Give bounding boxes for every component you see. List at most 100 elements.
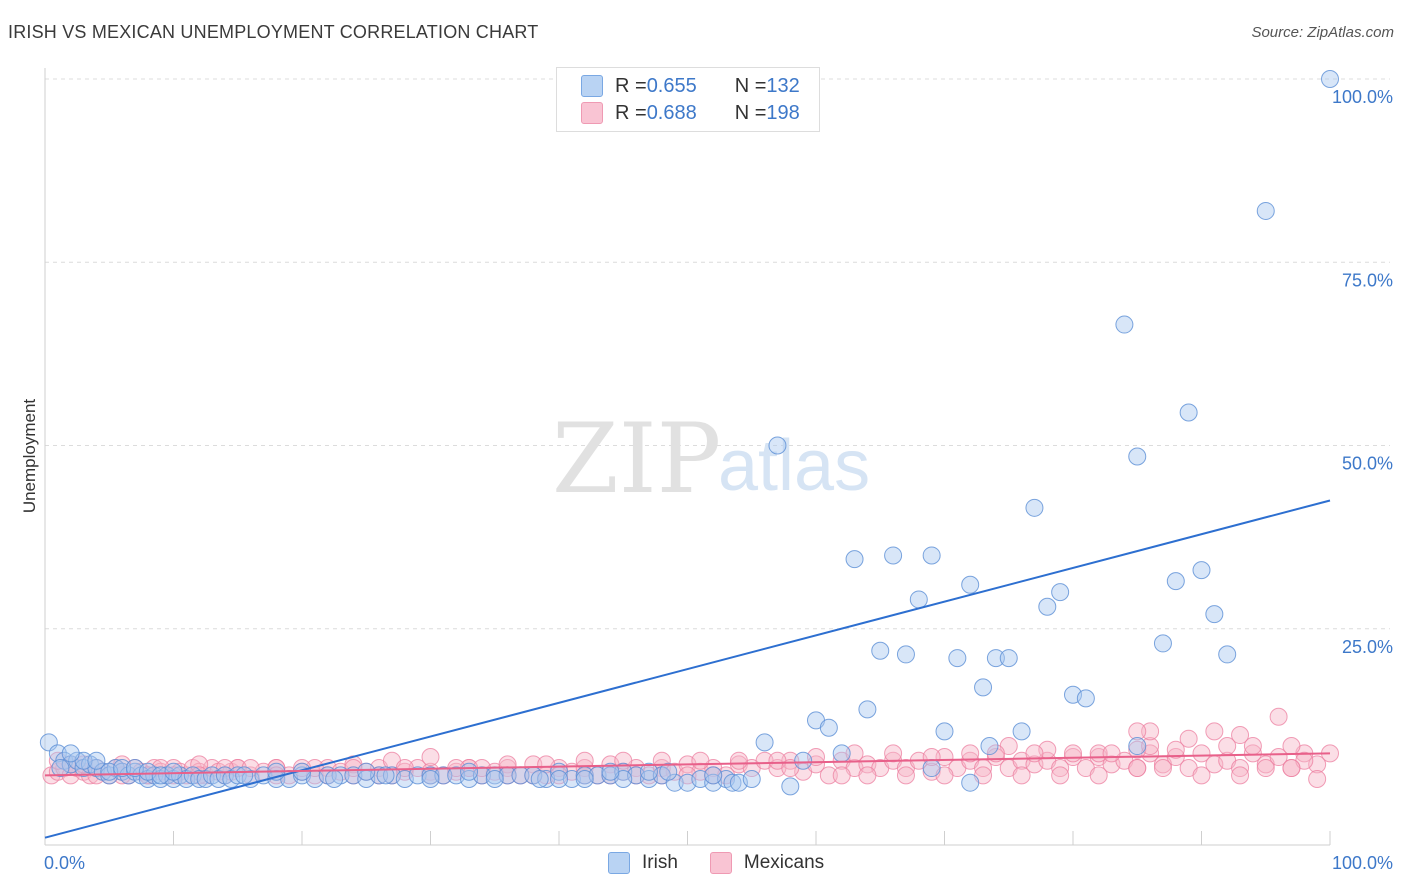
y-tick-label: 75.0% — [1342, 270, 1393, 290]
irish-point — [325, 770, 344, 789]
mexicans-point — [1192, 766, 1211, 785]
mexicans-point — [1153, 759, 1172, 778]
mexicans-point — [1128, 759, 1147, 778]
legend-n-value: 198 — [766, 101, 800, 124]
irish-point — [896, 645, 915, 664]
irish-point — [357, 762, 376, 781]
legend-r-value: 0.688 — [646, 101, 697, 124]
mexicans-point — [1102, 744, 1121, 763]
mexicans-point — [1192, 744, 1211, 763]
mexicans-point — [819, 766, 838, 785]
irish-point — [1025, 498, 1044, 517]
irish-trend-line — [44, 499, 1331, 839]
bottom-legend-mexicans: Mexicans — [709, 852, 824, 874]
irish-point — [639, 762, 658, 781]
irish-point — [832, 744, 851, 763]
irish-point — [659, 762, 678, 781]
mexicans-point — [1141, 737, 1160, 756]
irish-point — [665, 773, 684, 792]
mexicans-swatch — [581, 102, 603, 124]
mexicans-point — [729, 751, 748, 770]
irish-point — [961, 773, 980, 792]
irish-point — [61, 744, 80, 763]
y-tick-label: 50.0% — [1342, 454, 1393, 474]
irish-point — [999, 649, 1018, 668]
irish-point — [530, 770, 549, 789]
irish-point — [550, 770, 568, 789]
mexicans-point — [986, 744, 1005, 763]
irish-point — [235, 766, 254, 785]
irish-point — [948, 649, 967, 668]
bottom-legend-irish: Irish — [608, 852, 678, 874]
irish-point — [935, 722, 954, 741]
irish-swatch — [581, 75, 603, 97]
irish-point — [164, 762, 183, 781]
mexicans-point — [1128, 722, 1147, 741]
irish-point — [1179, 403, 1198, 422]
watermark-zip: ZIP — [552, 403, 721, 515]
irish-point — [1166, 572, 1185, 591]
mexicans-point — [1051, 766, 1070, 785]
irish-point — [1256, 201, 1275, 220]
legend-r-label: R = — [615, 74, 647, 97]
tick-labels: 25.0% 50.0% 75.0% 100.0% 0.0% 100.0% — [44, 87, 1393, 873]
irish-point — [755, 733, 774, 752]
irish-point — [974, 678, 993, 697]
mexicans-point — [1231, 759, 1250, 778]
irish-point — [485, 770, 504, 789]
mexicans-point — [691, 751, 710, 770]
irish-point — [1115, 315, 1134, 334]
bottom-legend: Irish Mexicans — [608, 852, 856, 874]
irish-point — [794, 751, 813, 770]
trend-lines — [44, 499, 1331, 839]
mexicans-point — [1308, 770, 1327, 789]
irish-point — [48, 744, 67, 763]
mexicans-point — [575, 751, 594, 770]
irish-point — [1012, 722, 1031, 741]
irish-point — [376, 766, 395, 785]
mexicans-point — [896, 766, 915, 785]
irish-point — [1128, 737, 1147, 756]
irish-point — [1038, 597, 1057, 616]
irish-point — [704, 766, 723, 785]
mexicans-point — [498, 755, 517, 774]
irish-point — [1205, 605, 1224, 624]
irish-point — [1128, 447, 1147, 466]
irish-point — [1192, 561, 1211, 580]
irish-point — [51, 759, 70, 778]
irish-point — [460, 762, 479, 781]
irish-point — [909, 590, 928, 609]
legend-row-mexicans: R = 0.688 N = 198 — [581, 101, 800, 125]
irish-point — [845, 550, 864, 569]
irish-point — [113, 759, 132, 778]
mexicans-point — [1179, 729, 1198, 748]
mexicans-point — [1243, 744, 1262, 763]
irish-point — [986, 649, 1005, 668]
mexicans-trend-line — [44, 752, 1331, 777]
source-label: Source: ZipAtlas.com — [1251, 24, 1394, 41]
irish-point — [884, 546, 903, 565]
mexicans-point — [1089, 766, 1108, 785]
mexicans-point — [1166, 740, 1185, 759]
irish-point — [723, 773, 742, 792]
irish-point — [601, 762, 620, 781]
mexicans-point — [961, 744, 980, 763]
y-tick-label: 25.0% — [1342, 637, 1393, 657]
mexicans-point — [1064, 744, 1082, 763]
irish-point — [819, 718, 838, 737]
mexicans-point — [935, 748, 954, 767]
mexicans-swatch — [709, 852, 732, 874]
mexicans-point — [421, 748, 440, 767]
irish-point — [87, 751, 106, 770]
mexicans-point — [1205, 722, 1224, 741]
irish-point — [1321, 70, 1339, 88]
legend-row-irish: R = 0.655 N = 132 — [581, 74, 800, 98]
legend-r-label: R = — [615, 101, 647, 124]
mexicans-point — [1282, 737, 1301, 756]
irish-point — [575, 770, 594, 789]
legend-n-value: 132 — [766, 74, 800, 97]
irish-point — [858, 700, 877, 719]
irish-point — [871, 641, 890, 660]
mexicans-point — [1269, 707, 1288, 726]
legend-r-value: 0.655 — [646, 74, 697, 97]
